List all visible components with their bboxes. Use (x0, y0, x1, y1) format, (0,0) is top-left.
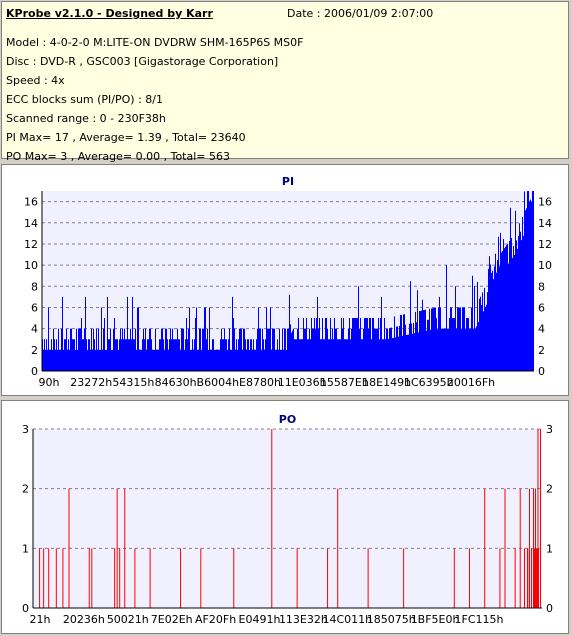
pi-ytick-left: 4 (31, 323, 38, 336)
po-xtick: 50021h (107, 613, 149, 626)
po-ytick-right: 2 (546, 483, 553, 496)
pi-ytick-right: 8 (538, 280, 545, 293)
pi-stats-line: PI Max= 17 , Average= 1.39 , Total= 2364… (6, 131, 246, 144)
pi-ytick-right: 14 (538, 217, 552, 230)
po-ytick-right: 1 (546, 542, 553, 555)
pi-xtick: 1C6395h (404, 376, 454, 389)
po-xtick: 21h (30, 613, 51, 626)
pi-ytick-left: 12 (24, 238, 38, 251)
po-xtick: 113E32h (279, 613, 328, 626)
po-stats-line: PO Max= 3 , Average= 0.00 , Total= 563 (6, 150, 230, 163)
po-chart-title: PO (279, 413, 296, 426)
po-ytick-left: 2 (22, 483, 29, 496)
pi-chart-title: PI (282, 175, 294, 188)
model-line: Model : 4-0-2-0 M:LITE-ON DVDRW SHM-165P… (6, 36, 304, 49)
po-xtick: 7E02Eh (151, 613, 193, 626)
po-xtick: 1BF5E0h (411, 613, 460, 626)
pi-ytick-left: 10 (24, 259, 38, 272)
po-chart-panel: PO 0 0 1 1 2 2 3 3 21h 20236h 50021h 7E02Eh AF20Fh E04… (1, 400, 569, 634)
pi-ytick-right: 10 (538, 259, 552, 272)
ecc-line: ECC blocks sum (PI/PO) : 8/1 (6, 93, 163, 106)
pi-ytick-left: 16 (24, 196, 38, 209)
po-ytick-left: 0 (22, 602, 29, 615)
pi-xtick: 23272h (70, 376, 112, 389)
scan-date: Date : 2006/01/09 2:07:00 (287, 7, 434, 20)
pi-xtick: 54315h (112, 376, 154, 389)
po-ytick-right: 0 (546, 602, 553, 615)
po-ytick-right: 3 (546, 423, 553, 436)
pi-ytick-right: 2 (538, 344, 545, 357)
po-chart: PO 0 0 1 1 2 2 3 3 21h 20236h 50021h 7E02Eh AF20Fh E04… (22, 413, 553, 626)
po-xtick: 1FC115h (455, 613, 504, 626)
pi-xtick: 15587Eh (320, 376, 369, 389)
pi-ytick-left: 6 (31, 301, 38, 314)
speed-line: Speed : 4x (6, 74, 65, 87)
pi-xtick: B6004h (197, 376, 240, 389)
info-panel: KProbe v2.1.0 - Designed by Karr Date : … (1, 1, 569, 163)
pi-ytick-left: 8 (31, 280, 38, 293)
po-xtick: 14C011h (322, 613, 372, 626)
pi-xtick: 20016Fh (447, 376, 495, 389)
pi-ytick-right: 0 (538, 365, 545, 378)
pi-chart: PI 0 0 2 2 4 4 6 6 8 8 10 10 12 12 14 14 16 16 90h 23272h 543… (24, 175, 552, 389)
pi-xtick: 84630h (155, 376, 197, 389)
po-xtick: AF20Fh (195, 613, 236, 626)
pi-ytick-right: 16 (538, 196, 552, 209)
pi-xtick: 11E036h (278, 376, 327, 389)
pi-chart-panel: PI 0 0 2 2 4 4 6 6 8 8 10 10 12 12 14 14 16 16 90h 23272h 543… (1, 164, 569, 396)
pi-ytick-left: 0 (31, 365, 38, 378)
po-ytick-left: 3 (22, 423, 29, 436)
pi-ytick-right: 4 (538, 323, 545, 336)
pi-xtick: E8780h (239, 376, 281, 389)
pi-ytick-left: 14 (24, 217, 38, 230)
pi-ytick-right: 6 (538, 301, 545, 314)
range-line: Scanned range : 0 - 230F38h (6, 112, 166, 125)
app-title: KProbe v2.1.0 - Designed by Karr (6, 7, 213, 20)
po-ytick-left: 1 (22, 542, 29, 555)
pi-xtick: 90h (39, 376, 60, 389)
po-plot-area (33, 429, 542, 608)
pi-ytick-left: 2 (31, 344, 38, 357)
disc-line: Disc : DVD-R , GSC003 [Gigastorage Corpo… (6, 55, 279, 68)
po-xtick: E0491h (239, 613, 281, 626)
pi-ytick-right: 12 (538, 238, 552, 251)
po-xtick: 20236h (63, 613, 105, 626)
po-xtick: 185075h (367, 613, 416, 626)
pi-xtick: 18E149h (362, 376, 411, 389)
